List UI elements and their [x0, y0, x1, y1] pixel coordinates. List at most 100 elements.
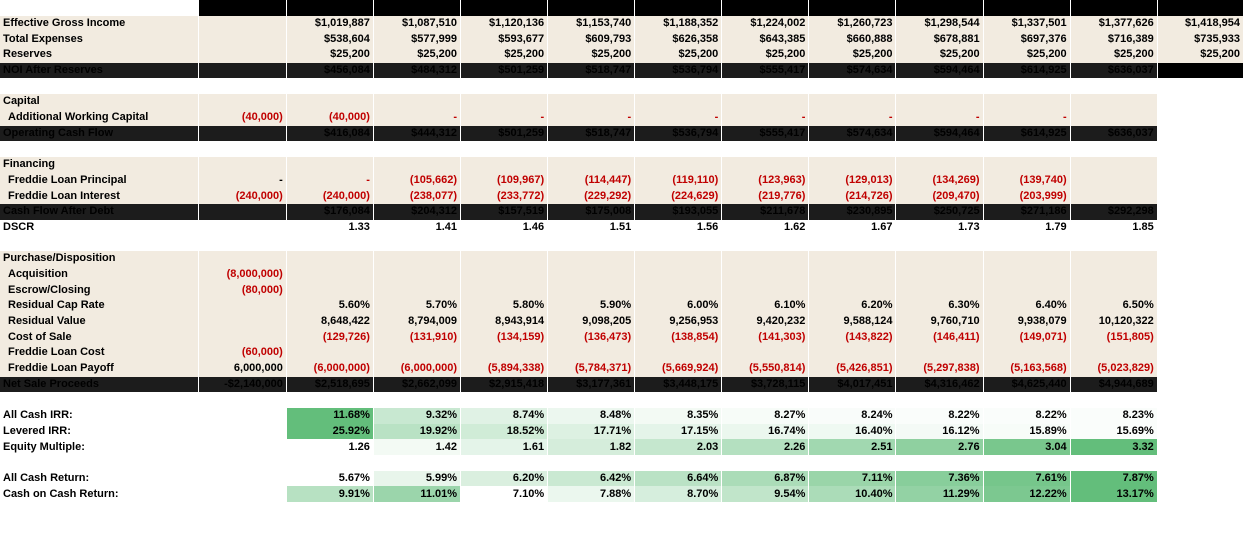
- purchase-cell[interactable]: (240,000): [198, 188, 287, 204]
- metric-value[interactable]: 8.23%: [1070, 407, 1158, 424]
- value-cell[interactable]: (129,726): [286, 329, 374, 346]
- value-cell[interactable]: $444,312: [373, 125, 462, 142]
- purchase-cell[interactable]: [198, 486, 287, 502]
- value-cell[interactable]: $271,186: [983, 203, 1071, 220]
- empty-cell[interactable]: [983, 156, 1071, 173]
- header-purchase[interactable]: Purchase: [198, 0, 287, 16]
- value-cell[interactable]: $1,019,887: [286, 15, 374, 32]
- value-cell[interactable]: [286, 345, 374, 361]
- value-cell[interactable]: $25,200: [547, 47, 636, 63]
- value-cell[interactable]: $614,925: [983, 125, 1071, 142]
- empty-cell[interactable]: [634, 94, 723, 110]
- value-cell[interactable]: (209,470): [895, 188, 984, 204]
- metric-value[interactable]: [1157, 423, 1244, 440]
- value-cell[interactable]: $501,259: [460, 125, 549, 142]
- metric-value[interactable]: 19.92%: [373, 423, 462, 440]
- value-cell[interactable]: $25,200: [286, 47, 374, 63]
- empty-cell[interactable]: [721, 94, 810, 110]
- value-cell[interactable]: (131,910): [373, 329, 462, 346]
- value-cell[interactable]: $4,944,689: [1070, 376, 1158, 393]
- value-cell[interactable]: [460, 345, 549, 361]
- value-cell[interactable]: -: [373, 109, 462, 126]
- purchase-cell[interactable]: (8,000,000): [198, 266, 287, 283]
- value-cell[interactable]: [1157, 172, 1244, 189]
- value-cell[interactable]: $25,200: [1070, 47, 1158, 63]
- value-cell[interactable]: [1070, 188, 1158, 204]
- metric-value[interactable]: [1157, 486, 1244, 502]
- value-cell[interactable]: (40,000): [286, 109, 374, 126]
- value-cell[interactable]: $25,200: [373, 47, 462, 63]
- header-year[interactable]: FY4: [547, 0, 636, 16]
- purchase-cell[interactable]: [198, 423, 287, 440]
- purchase-cell[interactable]: [198, 439, 287, 455]
- value-cell[interactable]: [808, 345, 897, 361]
- value-cell[interactable]: $614,925: [983, 62, 1071, 79]
- value-cell[interactable]: 8,794,009: [373, 313, 462, 330]
- metric-value[interactable]: 12.22%: [983, 486, 1071, 502]
- value-cell[interactable]: $25,200: [895, 47, 984, 63]
- value-cell[interactable]: [373, 345, 462, 361]
- value-cell[interactable]: 9,760,710: [895, 313, 984, 330]
- value-cell[interactable]: [460, 266, 549, 283]
- empty-cell[interactable]: [547, 94, 636, 110]
- value-cell[interactable]: $577,999: [373, 31, 462, 48]
- value-cell[interactable]: $25,200: [1157, 47, 1244, 63]
- row-label[interactable]: Freddie Loan Payoff: [0, 360, 199, 377]
- row-label[interactable]: Residual Cap Rate: [0, 298, 199, 314]
- value-cell[interactable]: 1.79: [983, 219, 1071, 236]
- value-cell[interactable]: $3,177,361: [547, 376, 636, 393]
- value-cell[interactable]: $25,200: [983, 47, 1071, 63]
- value-cell[interactable]: -: [983, 109, 1071, 126]
- purchase-cell[interactable]: [198, 298, 287, 314]
- metric-value[interactable]: 8.35%: [634, 407, 723, 424]
- value-cell[interactable]: 6.00%: [634, 298, 723, 314]
- value-cell[interactable]: -: [634, 109, 723, 126]
- header-year[interactable]: FY8: [895, 0, 984, 16]
- value-cell[interactable]: 1.73: [895, 219, 984, 236]
- value-cell[interactable]: [1157, 376, 1244, 393]
- section-title[interactable]: Financing: [0, 156, 199, 173]
- purchase-cell[interactable]: (80,000): [198, 282, 287, 299]
- value-cell[interactable]: (139,740): [983, 172, 1071, 189]
- value-cell[interactable]: -: [460, 109, 549, 126]
- value-cell[interactable]: 5.90%: [547, 298, 636, 314]
- metric-value[interactable]: [1157, 407, 1244, 424]
- value-cell[interactable]: $518,747: [547, 62, 636, 79]
- metric-value[interactable]: 8.24%: [808, 407, 897, 424]
- value-cell[interactable]: (134,159): [460, 329, 549, 346]
- value-cell[interactable]: [1157, 125, 1244, 142]
- value-cell[interactable]: (149,071): [983, 329, 1071, 346]
- row-label[interactable]: Residual Value: [0, 313, 199, 330]
- purchase-cell[interactable]: [198, 313, 287, 330]
- metric-value[interactable]: 1.61: [460, 439, 549, 455]
- value-cell[interactable]: [547, 345, 636, 361]
- empty-cell[interactable]: [460, 94, 549, 110]
- value-cell[interactable]: $484,312: [373, 62, 462, 79]
- value-cell[interactable]: $501,259: [460, 62, 549, 79]
- value-cell[interactable]: $175,008: [547, 203, 636, 220]
- value-cell[interactable]: $574,634: [808, 125, 897, 142]
- value-cell[interactable]: -: [286, 172, 374, 189]
- metric-value[interactable]: 8.48%: [547, 407, 636, 424]
- metric-value[interactable]: 7.11%: [808, 470, 897, 487]
- value-cell[interactable]: (203,999): [983, 188, 1071, 204]
- header-year[interactable]: FY3: [460, 0, 549, 16]
- header-year[interactable]: FY11: [1157, 0, 1244, 16]
- header-year[interactable]: FY6: [721, 0, 810, 16]
- metric-label[interactable]: Levered IRR:: [0, 423, 199, 440]
- value-cell[interactable]: 1.41: [373, 219, 462, 236]
- value-cell[interactable]: (151,805): [1070, 329, 1158, 346]
- value-cell[interactable]: 9,098,205: [547, 313, 636, 330]
- empty-cell[interactable]: [895, 251, 984, 267]
- value-cell[interactable]: (5,297,838): [895, 360, 984, 377]
- metric-value[interactable]: 2.51: [808, 439, 897, 455]
- value-cell[interactable]: $574,634: [808, 62, 897, 79]
- metric-value[interactable]: 8.70%: [634, 486, 723, 502]
- metric-value[interactable]: [1157, 439, 1244, 455]
- value-cell[interactable]: (229,292): [547, 188, 636, 204]
- row-label[interactable]: DSCR: [0, 219, 199, 236]
- metric-value[interactable]: 6.20%: [460, 470, 549, 487]
- value-cell[interactable]: 6.10%: [721, 298, 810, 314]
- value-cell[interactable]: $157,519: [460, 203, 549, 220]
- row-label[interactable]: Total Expenses: [0, 31, 199, 48]
